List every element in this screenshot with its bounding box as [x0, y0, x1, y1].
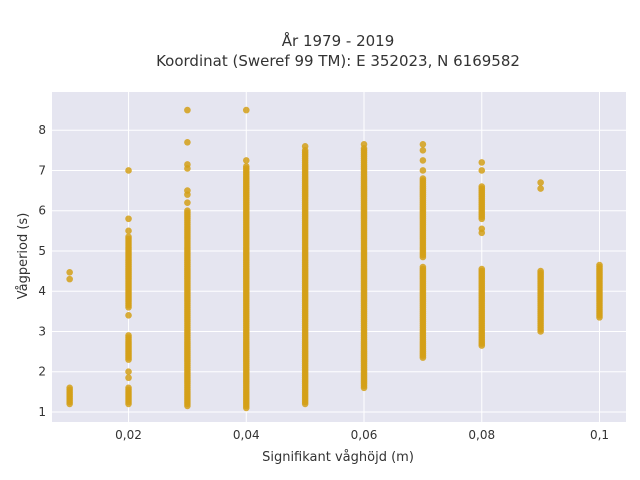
x-tick-label: 0,02 — [115, 428, 142, 442]
data-point — [125, 233, 132, 241]
y-tick-label: 4 — [38, 284, 46, 298]
data-point — [125, 332, 132, 339]
data-point — [537, 179, 544, 186]
data-point — [66, 275, 73, 283]
data-point — [419, 141, 427, 148]
data-point — [242, 106, 250, 114]
data-point — [66, 268, 73, 276]
x-tick-label: 0,08 — [468, 428, 495, 442]
y-tick-label: 7 — [38, 163, 46, 177]
y-axis-title: Vågperiod (s) — [16, 213, 31, 300]
x-axis-ticks: 0,02 0,04 0,06 0,08 0,1 — [115, 428, 609, 442]
data-point — [478, 159, 486, 166]
data-point — [125, 215, 132, 223]
data-points — [66, 106, 603, 412]
data-point — [125, 368, 132, 375]
data-point — [184, 161, 191, 168]
x-axis-title: Signifikant våghöjd (m) — [262, 450, 414, 465]
data-point — [184, 139, 191, 146]
plot-area — [52, 92, 626, 422]
y-tick-label: 6 — [38, 204, 46, 218]
data-point — [184, 199, 191, 206]
data-point — [419, 157, 427, 164]
y-tick-label: 2 — [38, 365, 46, 379]
data-point — [66, 384, 73, 392]
data-point — [478, 225, 486, 233]
x-tick-label: 0,06 — [351, 428, 378, 442]
chart-title-line2: Koordinat (Sweref 99 TM): E 352023, N 61… — [156, 52, 520, 70]
data-point — [478, 183, 486, 190]
grid-lines — [52, 92, 626, 422]
y-tick-label: 3 — [38, 324, 46, 338]
data-point — [419, 175, 427, 182]
y-tick-label: 1 — [38, 405, 46, 419]
x-tick-label: 0,04 — [233, 428, 260, 442]
data-point — [125, 167, 132, 174]
data-point — [537, 267, 544, 275]
data-point — [125, 384, 132, 392]
data-point — [242, 157, 250, 164]
data-point — [419, 263, 427, 271]
data-point — [184, 106, 191, 114]
y-tick-label: 8 — [38, 123, 46, 137]
y-axis-ticks: 1 2 3 4 5 6 7 8 — [38, 123, 46, 419]
data-point — [360, 141, 368, 148]
data-point — [301, 143, 309, 150]
data-point — [596, 261, 603, 269]
data-point — [419, 147, 427, 154]
data-point — [537, 185, 544, 192]
data-point — [125, 227, 132, 235]
y-tick-label: 5 — [38, 244, 46, 258]
data-point — [184, 207, 191, 215]
x-tick-label: 0,1 — [590, 428, 609, 442]
data-point — [478, 167, 486, 174]
chart-title-line1: År 1979 - 2019 — [282, 31, 395, 50]
data-point — [125, 374, 132, 382]
data-point — [419, 167, 427, 174]
data-point — [184, 187, 191, 194]
data-point — [478, 265, 486, 273]
data-point — [242, 163, 250, 170]
data-point — [125, 312, 132, 319]
